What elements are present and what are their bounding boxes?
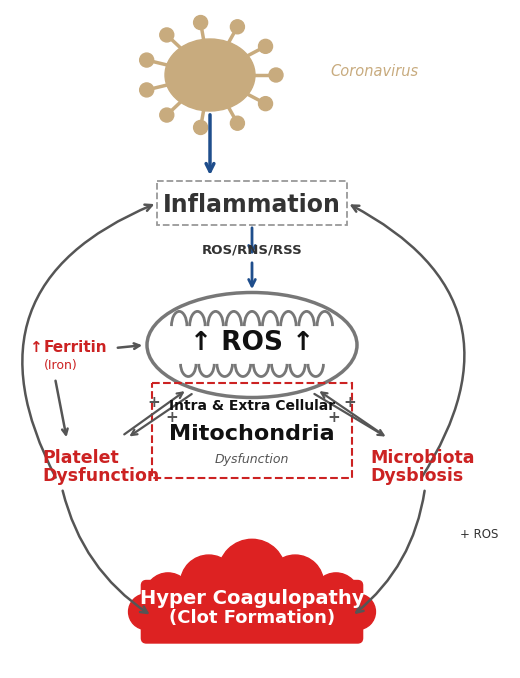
Text: +: + [148, 395, 160, 410]
Text: Intra & Extra Cellular: Intra & Extra Cellular [169, 399, 335, 413]
Text: + ROS: + ROS [460, 528, 498, 542]
Text: ↑ ROS ↑: ↑ ROS ↑ [190, 330, 314, 356]
FancyBboxPatch shape [141, 580, 362, 643]
Circle shape [193, 16, 207, 30]
Ellipse shape [147, 292, 357, 397]
Circle shape [269, 68, 283, 82]
Text: Platelet: Platelet [42, 449, 119, 467]
Text: Dysbiosis: Dysbiosis [370, 467, 463, 485]
Circle shape [258, 97, 272, 111]
Circle shape [267, 555, 323, 612]
Circle shape [340, 594, 375, 630]
Text: Microbiota: Microbiota [370, 449, 475, 467]
Text: ↑: ↑ [30, 340, 48, 355]
Text: +: + [328, 410, 341, 425]
Text: ROS/RNS/RSS: ROS/RNS/RSS [202, 243, 302, 256]
Circle shape [193, 121, 207, 134]
Text: Mitochondria: Mitochondria [169, 424, 335, 444]
Text: (Clot Formation): (Clot Formation) [169, 609, 335, 627]
Circle shape [313, 573, 359, 619]
Circle shape [128, 594, 164, 630]
Bar [144, 601, 360, 638]
Text: (Iron): (Iron) [44, 359, 78, 372]
Circle shape [145, 573, 191, 619]
Circle shape [180, 555, 237, 612]
Text: +: + [344, 395, 356, 410]
Text: Dysfunction: Dysfunction [42, 467, 159, 485]
Text: Hyper Coagulopathy: Hyper Coagulopathy [140, 589, 364, 607]
Text: Dysfunction: Dysfunction [215, 454, 289, 466]
Circle shape [160, 28, 174, 42]
Circle shape [140, 83, 154, 97]
Circle shape [230, 20, 244, 34]
Circle shape [258, 39, 272, 54]
Text: Ferritin: Ferritin [44, 340, 108, 355]
Text: +: + [166, 410, 178, 425]
Text: Coronavirus: Coronavirus [330, 64, 418, 79]
Circle shape [230, 116, 244, 130]
Circle shape [218, 539, 285, 607]
Ellipse shape [165, 39, 255, 111]
Text: Inflammation: Inflammation [163, 193, 341, 217]
Circle shape [160, 108, 174, 122]
Circle shape [140, 53, 154, 67]
